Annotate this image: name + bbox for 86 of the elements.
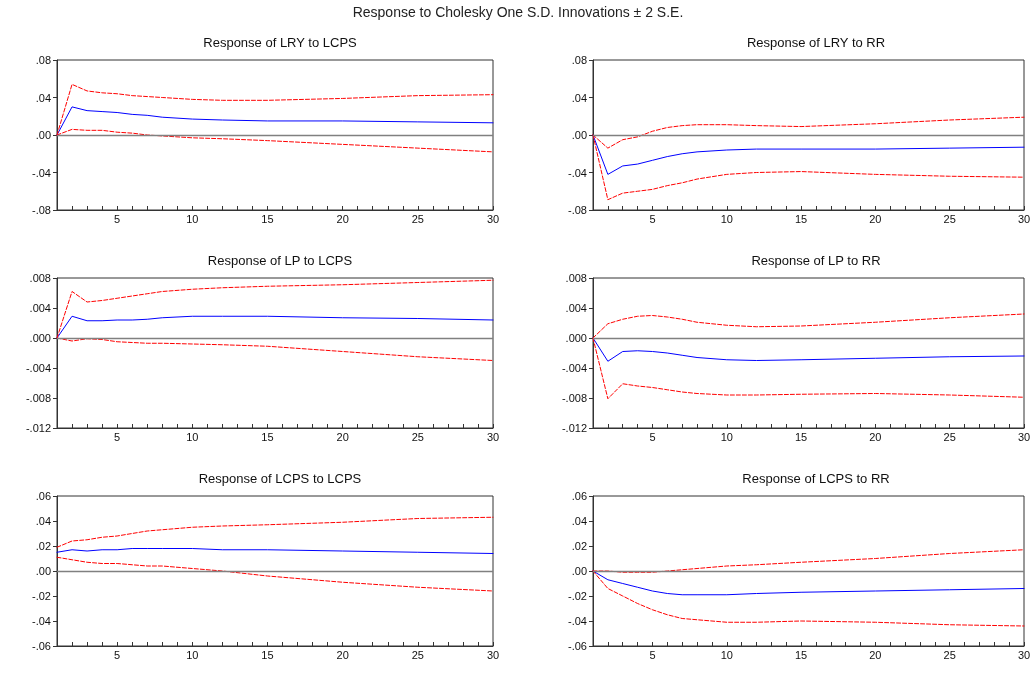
x-tick-label: 5 <box>114 212 121 225</box>
y-tick-label: .000 <box>565 332 587 344</box>
chart-title: Response of LP to RR <box>751 253 881 268</box>
chart-title: Response of LP to LCPS <box>207 253 353 268</box>
y-tick-label: -.02 <box>568 590 587 602</box>
y-tick-label: .02 <box>571 540 587 552</box>
y-tick-label: .00 <box>35 129 51 141</box>
y-tick-label: -.012 <box>561 422 587 434</box>
y-tick-label: -.06 <box>32 640 51 652</box>
y-tick-label: .00 <box>35 565 51 577</box>
y-tick-label: -.06 <box>568 640 587 652</box>
x-tick-label: 30 <box>1017 212 1031 225</box>
x-tick-label: 20 <box>869 212 882 225</box>
y-tick-label: .04 <box>35 91 51 104</box>
chart-title: Response of LRY to LCPS <box>203 35 358 50</box>
line-series <box>56 315 494 339</box>
y-tick-label: -.004 <box>561 362 587 374</box>
x-tick-label: 20 <box>869 648 882 661</box>
line-series <box>56 516 494 548</box>
x-tick-label: 25 <box>411 430 424 443</box>
x-tick-label: 15 <box>794 212 808 225</box>
y-tick-label: -.04 <box>568 615 587 627</box>
y-tick-label: -.08 <box>32 204 51 216</box>
x-tick-label: 30 <box>1017 430 1031 443</box>
x-tick-label: 30 <box>486 430 500 443</box>
line-series <box>592 570 1025 596</box>
x-tick-label: 15 <box>261 212 274 225</box>
y-tick-label: -.02 <box>32 590 51 602</box>
x-tick-label: 15 <box>261 648 274 661</box>
line-series <box>592 337 1025 362</box>
x-tick-label: 10 <box>720 212 733 225</box>
y-tick-label: .04 <box>35 515 51 527</box>
chart-title: Response of LCPS to LCPS <box>198 471 362 486</box>
x-tick-label: 15 <box>794 648 808 661</box>
y-tick-label: .06 <box>35 490 51 502</box>
x-tick-label: 10 <box>720 648 733 661</box>
line-series <box>56 556 494 592</box>
y-tick-label: .06 <box>571 490 587 502</box>
y-tick-label: -.04 <box>32 615 51 627</box>
y-tick-label: .004 <box>29 302 51 314</box>
x-tick-label: 10 <box>186 430 199 443</box>
y-tick-label: -.04 <box>32 166 51 179</box>
y-tick-label: .08 <box>35 54 51 66</box>
y-tick-label: .004 <box>565 302 587 314</box>
x-tick-label: 5 <box>114 430 121 443</box>
x-tick-label: 5 <box>649 212 656 225</box>
x-tick-label: 20 <box>336 212 349 225</box>
x-tick-label: 5 <box>649 648 656 661</box>
y-tick-label: .00 <box>571 129 587 141</box>
y-tick-label: .008 <box>29 272 51 284</box>
y-tick-label: .000 <box>29 332 51 344</box>
chart-title: Response of LRY to RR <box>746 35 886 50</box>
x-tick-label: 15 <box>261 430 274 443</box>
y-tick-label: -.08 <box>568 204 587 216</box>
y-tick-label: -.012 <box>25 422 51 434</box>
x-tick-label: 30 <box>486 648 500 661</box>
x-tick-label: 10 <box>186 648 199 661</box>
x-tick-label: 25 <box>943 430 956 443</box>
y-tick-label: .04 <box>571 515 587 527</box>
chart-title: Response of LCPS to RR <box>742 471 890 486</box>
x-tick-label: 10 <box>186 212 199 225</box>
x-tick-label: 20 <box>336 648 349 661</box>
y-tick-label: .08 <box>571 54 587 66</box>
x-tick-label: 30 <box>486 212 500 225</box>
x-tick-label: 10 <box>720 430 733 443</box>
y-tick-label: -.04 <box>568 166 587 179</box>
y-tick-label: .02 <box>35 540 51 552</box>
x-tick-label: 5 <box>649 430 656 443</box>
x-tick-label: 20 <box>869 430 882 443</box>
y-tick-label: -.004 <box>25 362 51 374</box>
x-tick-label: 25 <box>943 648 956 661</box>
x-tick-label: 25 <box>943 212 956 225</box>
y-tick-label: -.008 <box>25 392 51 404</box>
x-tick-label: 25 <box>411 648 424 661</box>
y-tick-label: .04 <box>571 91 587 104</box>
x-tick-label: 5 <box>114 648 121 661</box>
x-tick-label: 15 <box>794 430 808 443</box>
line-series <box>592 134 1025 175</box>
x-tick-label: 30 <box>1017 648 1031 661</box>
x-tick-label: 20 <box>336 430 349 443</box>
x-tick-label: 25 <box>411 212 424 225</box>
line-series <box>56 106 494 136</box>
text: Response to Cholesky One S.D. Innovations ± 2 S.E. <box>351 4 685 20</box>
y-tick-label: .00 <box>571 565 587 577</box>
y-tick-label: -.008 <box>561 392 587 404</box>
y-tick-label: .008 <box>565 272 587 284</box>
